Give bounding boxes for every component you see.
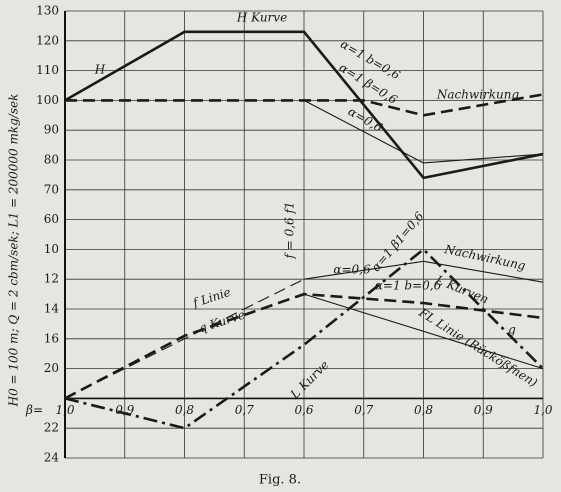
series-line [64, 30, 544, 180]
series-line [65, 93, 544, 117]
x-axis-label: β= [25, 403, 43, 417]
y-tick-label: 110 [36, 63, 59, 77]
series-line [303, 293, 544, 370]
annotation: g [508, 323, 516, 337]
series-label: H Kurve [236, 11, 287, 25]
y-axis-label: H0 = 100 m; Q = 2 cbm/sek; L1 = 200000 m… [7, 94, 21, 408]
x-tick-label: 0,8 [175, 403, 194, 417]
y-tick-label: 20 [44, 361, 59, 375]
series-line [303, 99, 544, 164]
y-tick-label: 14 [44, 302, 60, 316]
y-tick-label: 90 [44, 123, 59, 137]
x-tick-label: 0,9 [474, 403, 493, 417]
y-tick-label: 60 [44, 212, 59, 226]
y-tick-label: 16 [44, 331, 59, 345]
annotation: α=0,6 [333, 263, 371, 277]
y-tick-label: 100 [36, 93, 59, 107]
x-tick-label: 0,9 [115, 403, 134, 417]
x-tick-label: 0,8 [414, 403, 433, 417]
x-tick-label: 0,6 [294, 403, 313, 417]
y-tick-label: 70 [44, 182, 59, 196]
y-tick-label: 130 [36, 4, 59, 18]
annotation: α=1 b=0,6 [375, 279, 442, 293]
series-label: Nachwirkung [436, 88, 520, 102]
y-tick-label: 120 [36, 33, 59, 47]
series-line [64, 247, 544, 430]
caption: Fig. 8. [259, 473, 301, 488]
y-tick-label: 12 [44, 272, 59, 286]
annotation: H [94, 63, 106, 77]
y-tick-label: 80 [44, 153, 59, 167]
annotation: f = 0,6 f1 [283, 201, 297, 259]
y-tick-label: 22 [44, 421, 59, 435]
series-line [303, 260, 544, 283]
x-tick-label: 0,7 [354, 403, 373, 417]
y-tick-label: 10 [44, 242, 59, 256]
x-tick-label: 0,7 [235, 403, 254, 417]
y-tick-label: 24 [44, 451, 60, 465]
x-tick-label: 1,0 [533, 403, 552, 417]
